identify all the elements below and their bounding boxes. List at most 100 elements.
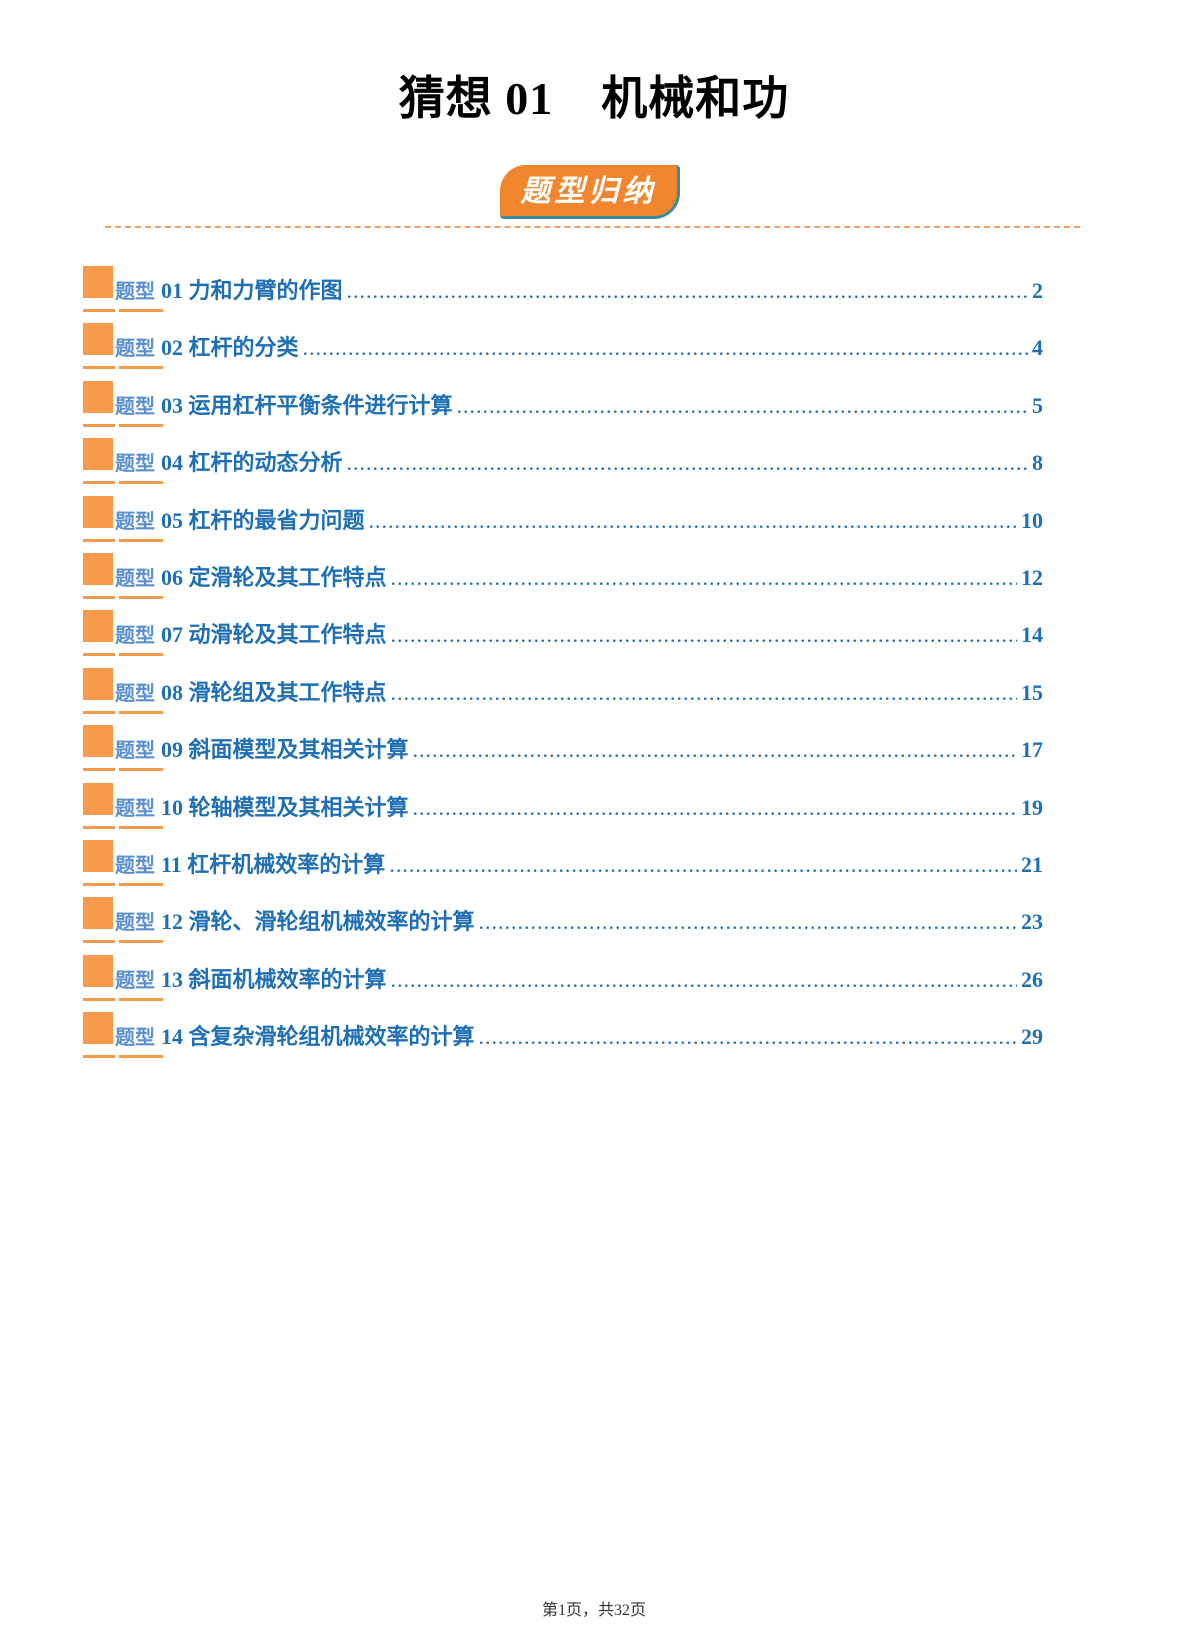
toc-label: 题型	[115, 797, 155, 820]
toc-page[interactable]: 17	[1021, 737, 1043, 763]
orange-marker-icon	[83, 495, 113, 528]
toc-number: 03	[161, 392, 183, 418]
toc-entry[interactable]: 题型 04 杠杆的动态分析 8	[83, 438, 1043, 519]
toc-label: 题型	[115, 1027, 155, 1050]
toc-page[interactable]: 10	[1021, 507, 1043, 533]
dot-leader	[457, 393, 1028, 419]
underline-bar	[83, 423, 115, 427]
orange-marker-icon	[83, 897, 113, 930]
dot-leader	[413, 795, 1017, 821]
toc-title[interactable]: 轮轴模型及其相关计算	[188, 794, 409, 820]
underline-bar	[119, 538, 163, 542]
toc-entry[interactable]: 题型 14 含复杂滑轮组机械效率的计算 29	[83, 1012, 1043, 1093]
dot-leader	[389, 852, 1017, 878]
toc-title[interactable]: 杠杆的动态分析	[188, 450, 343, 476]
underline-bar	[83, 481, 115, 485]
underline-bar	[119, 309, 163, 312]
toc-title[interactable]: 运用杠杆平衡条件进行计算	[188, 392, 453, 418]
toc-page[interactable]: 15	[1021, 679, 1043, 705]
toc-number: 04	[161, 450, 183, 476]
orange-marker-icon	[83, 323, 113, 356]
toc-number: 06	[161, 565, 183, 590]
title-prefix: 猜想 01	[398, 73, 554, 124]
orange-marker-icon	[83, 438, 113, 471]
toc-page[interactable]: 5	[1032, 392, 1043, 418]
underline-bar	[83, 366, 115, 370]
toc-page[interactable]: 8	[1032, 450, 1043, 476]
toc-entry[interactable]: 题型 07 动滑轮及其工作特点 14	[83, 610, 1043, 691]
toc-page[interactable]: 21	[1021, 852, 1043, 877]
toc-entry[interactable]: 题型 05 杠杆的最省力问题 10	[83, 495, 1043, 577]
toc-number: 11	[161, 852, 182, 877]
underline-bar	[119, 1055, 163, 1059]
toc-title[interactable]: 杠杆的最省力问题	[188, 507, 365, 533]
toc-label: 题型	[115, 568, 155, 590]
toc-title[interactable]: 力和力臂的作图	[188, 278, 343, 303]
toc-entry[interactable]: 题型 06 定滑轮及其工作特点 12	[83, 553, 1043, 634]
toc-line: 题型 11 杠杆机械效率的计算 21	[115, 847, 1043, 879]
toc-page[interactable]: 29	[1021, 1024, 1043, 1050]
toc-label: 题型	[115, 969, 155, 992]
underline-bar	[119, 366, 163, 370]
toc-page[interactable]: 14	[1021, 622, 1043, 648]
dot-leader	[369, 508, 1017, 534]
toc-title[interactable]: 含复杂滑轮组机械效率的计算	[188, 1024, 475, 1050]
toc-page[interactable]: 2	[1032, 278, 1043, 303]
orange-marker-icon	[83, 1012, 113, 1045]
toc-entry[interactable]: 题型 01 力和力臂的作图 2	[83, 266, 1043, 347]
toc-title[interactable]: 定滑轮及其工作特点	[188, 565, 387, 590]
toc-title[interactable]: 滑轮、滑轮组机械效率的计算	[188, 909, 475, 935]
toc-label: 题型	[115, 510, 155, 533]
toc-label: 题型	[115, 855, 155, 877]
toc-page[interactable]: 26	[1021, 966, 1043, 992]
orange-marker-icon	[83, 553, 113, 585]
underline-bar	[83, 883, 115, 886]
toc-entry[interactable]: 题型 12 滑轮、滑轮组机械效率的计算 23	[83, 897, 1043, 978]
orange-marker-icon	[83, 725, 113, 758]
toc-entry[interactable]: 题型 11 杠杆机械效率的计算 21	[83, 840, 1043, 921]
toc-title[interactable]: 杠杆机械效率的计算	[187, 852, 386, 877]
orange-marker-icon	[83, 782, 113, 815]
toc-entry[interactable]: 题型 02 杠杆的分类 4	[83, 323, 1043, 404]
toc-title[interactable]: 动滑轮及其工作特点	[188, 622, 387, 648]
toc-entry[interactable]: 题型 13 斜面机械效率的计算 26	[83, 954, 1043, 1036]
toc-title[interactable]: 斜面模型及其相关计算	[188, 737, 409, 763]
dot-leader	[303, 335, 1028, 361]
toc-title[interactable]: 滑轮组及其工作特点	[188, 679, 387, 705]
toc-line: 题型 13 斜面机械效率的计算 26	[115, 962, 1043, 994]
toc-page[interactable]: 19	[1021, 794, 1043, 820]
title-subject: 机械和功	[601, 73, 790, 124]
toc-entry[interactable]: 题型 03 运用杠杆平衡条件进行计算 5	[83, 380, 1043, 462]
toc-label: 题型	[115, 281, 155, 303]
toc-title[interactable]: 斜面机械效率的计算	[188, 966, 387, 992]
section-badge: 题型归纳	[500, 165, 680, 219]
toc-label: 题型	[115, 912, 155, 935]
toc-label: 题型	[115, 395, 155, 418]
orange-marker-icon	[83, 954, 113, 987]
dot-leader	[479, 1024, 1017, 1050]
toc-label: 题型	[115, 453, 155, 476]
toc-title[interactable]: 杠杆的分类	[188, 335, 299, 361]
toc-line: 题型 01 力和力臂的作图 2	[115, 273, 1043, 305]
toc-page[interactable]: 12	[1021, 565, 1043, 590]
toc-page[interactable]: 23	[1021, 909, 1043, 935]
orange-marker-icon	[83, 667, 113, 700]
toc-line: 题型 06 定滑轮及其工作特点 12	[115, 560, 1043, 592]
toc-entry[interactable]: 题型 08 滑轮组及其工作特点 15	[83, 667, 1043, 749]
toc-entry[interactable]: 题型 10 轮轴模型及其相关计算 19	[83, 782, 1043, 864]
toc-label: 题型	[115, 740, 155, 763]
underline-bar	[83, 997, 115, 1001]
toc-label: 题型	[115, 682, 155, 705]
underline-bar	[119, 768, 163, 772]
toc-line: 题型 05 杠杆的最省力问题 10	[115, 503, 1043, 535]
underline-bar	[83, 309, 115, 312]
dot-leader	[391, 967, 1017, 993]
underline-bar	[83, 710, 115, 714]
underline-bar	[119, 997, 163, 1001]
toc-number: 02	[161, 335, 183, 361]
orange-marker-icon	[83, 380, 113, 413]
toc-entry[interactable]: 题型 09 斜面模型及其相关计算 17	[83, 725, 1043, 806]
toc-page[interactable]: 4	[1032, 335, 1043, 361]
underline-bar	[83, 538, 115, 542]
toc-line: 题型 10 轮轴模型及其相关计算 19	[115, 790, 1043, 822]
